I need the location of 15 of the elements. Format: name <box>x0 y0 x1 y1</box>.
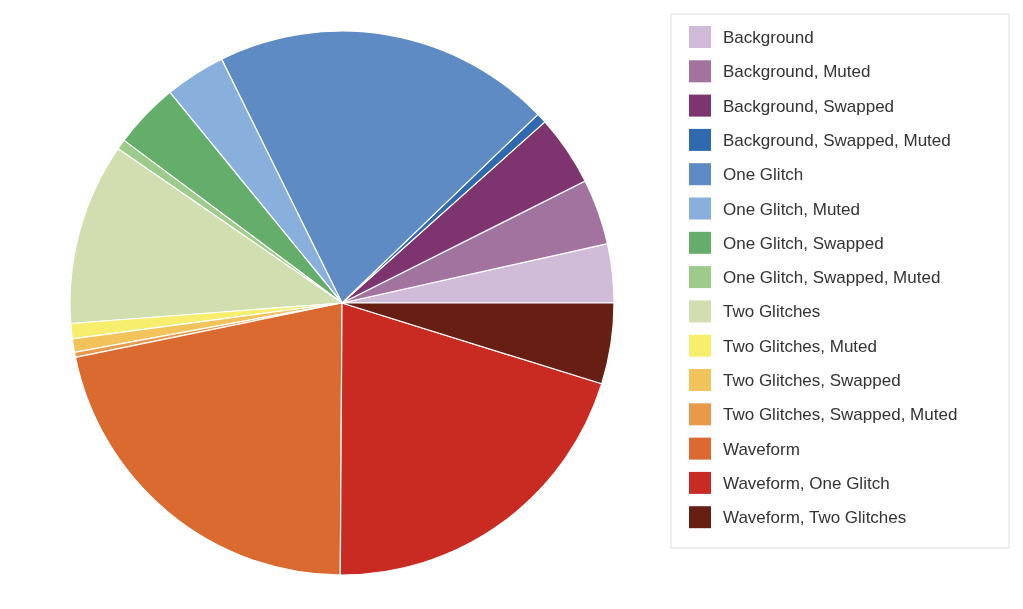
legend-label: One Glitch, Muted <box>723 199 861 219</box>
legend-label: Two Glitches, Muted <box>723 336 878 356</box>
legend-label: One Glitch <box>723 165 804 185</box>
legend-label: Background, Muted <box>723 62 871 82</box>
legend-label: Waveform, One Glitch <box>723 473 890 493</box>
legend-label: One Glitch, Swapped <box>723 233 884 253</box>
legend-label: Background, Swapped <box>723 96 895 116</box>
legend-label: Waveform, Two Glitches <box>723 508 907 528</box>
legend-label: Background <box>723 28 814 47</box>
legend-label: Waveform <box>723 439 800 459</box>
legend-label: Background, Swapped, Muted <box>723 130 951 150</box>
legend-label: Two Glitches, Swapped, Muted <box>723 405 958 425</box>
legend-label: One Glitch, Swapped, Muted <box>723 268 941 288</box>
legend-label: Two Glitches <box>723 302 821 322</box>
legend-label: Two Glitches, Swapped <box>723 371 901 390</box>
